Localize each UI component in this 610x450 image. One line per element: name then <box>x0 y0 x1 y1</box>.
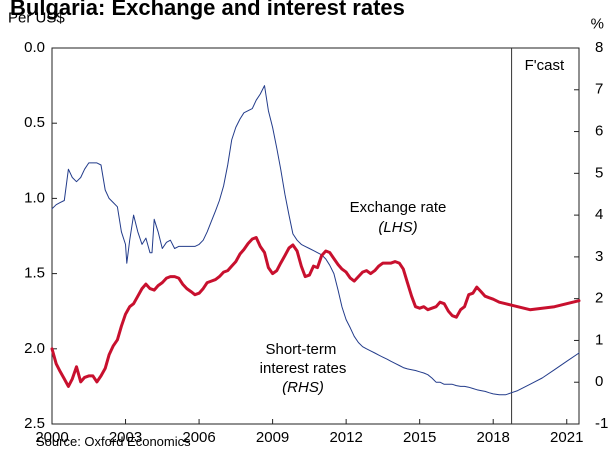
right-axis-label: % <box>591 15 604 32</box>
interest-rate-label: Short-term interest rates <box>260 341 347 377</box>
left-axis-tick-label: 1.0 <box>24 189 45 206</box>
right-axis-tick-label: -1 <box>595 415 608 432</box>
x-axis-tick-label: 2000 <box>35 429 68 446</box>
x-axis-tick-label: 2012 <box>329 429 362 446</box>
x-axis-tick-label: 2006 <box>182 429 215 446</box>
x-axis-tick-label: 2009 <box>256 429 289 446</box>
left-axis-tick-label: 2.5 <box>24 415 45 432</box>
x-axis-tick-label: 2003 <box>109 429 142 446</box>
right-axis-tick-label: 7 <box>595 81 603 98</box>
left-axis-tick-label: 0.5 <box>24 114 45 131</box>
right-axis-tick-label: 1 <box>595 331 603 348</box>
interest-rate-line <box>51 85 580 396</box>
right-axis-tick-label: 3 <box>595 248 603 265</box>
left-axis-tick-label: 2.0 <box>24 340 45 357</box>
chart-title: Bulgaria: Exchange and interest rates <box>10 0 405 20</box>
source-note: Source: Oxford Economics <box>36 434 191 449</box>
x-axis-tick-label: 2015 <box>403 429 436 446</box>
x-axis-tick-label: 2021 <box>550 429 583 446</box>
exchange-rate-label: Exchange rate <box>350 199 447 216</box>
exchange-rate-line <box>50 236 581 388</box>
left-axis-tick-label: 0.0 <box>24 39 45 56</box>
right-axis-tick-label: 8 <box>595 39 603 56</box>
interest-rate-label-line2: interest rates <box>260 360 347 377</box>
interest-rate-suffix: (RHS) <box>282 379 324 396</box>
right-axis-tick-label: 4 <box>595 206 603 223</box>
right-axis-tick-label: 5 <box>595 164 603 181</box>
left-axis-label: Per US$ <box>8 9 65 26</box>
forecast-label: F'cast <box>525 57 565 74</box>
x-axis-tick-label: 2018 <box>477 429 510 446</box>
plot-frame <box>51 47 580 425</box>
right-axis-tick-label: 6 <box>595 123 603 140</box>
exchange-rate-suffix: (LHS) <box>378 219 417 236</box>
right-axis-tick-label: 2 <box>595 290 603 307</box>
right-axis-tick-label: 0 <box>595 373 603 390</box>
interest-rate-label-line1: Short-term <box>265 341 336 358</box>
left-axis-tick-label: 1.5 <box>24 265 45 282</box>
